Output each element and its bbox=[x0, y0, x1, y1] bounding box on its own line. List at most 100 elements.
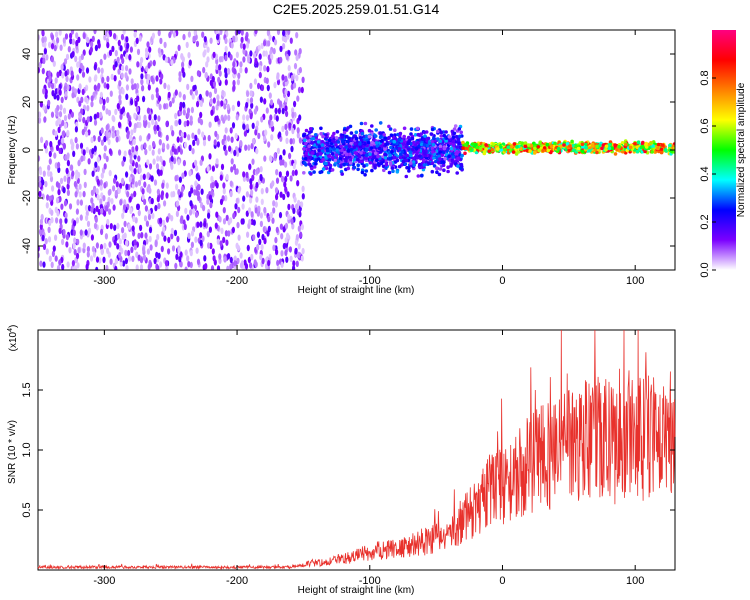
heat-cell bbox=[128, 68, 132, 75]
heat-cell bbox=[170, 163, 174, 170]
heat-cell bbox=[120, 33, 125, 41]
heat-cell bbox=[436, 137, 440, 141]
heat-cell bbox=[42, 57, 46, 64]
heat-cell bbox=[48, 219, 52, 227]
heat-cell bbox=[139, 264, 144, 270]
heat-cell bbox=[222, 207, 226, 214]
heat-cell bbox=[215, 30, 219, 36]
heat-cell bbox=[101, 76, 105, 84]
heat-cell bbox=[511, 150, 516, 154]
heat-cell bbox=[45, 54, 49, 61]
heat-cell bbox=[242, 195, 246, 202]
heat-cell bbox=[279, 191, 283, 198]
heat-cell bbox=[275, 226, 279, 234]
heat-cell bbox=[137, 114, 141, 122]
heat-cell bbox=[223, 256, 227, 263]
heat-cell bbox=[116, 56, 120, 64]
heat-cell bbox=[378, 121, 383, 125]
heat-cell bbox=[75, 39, 79, 47]
heat-cell bbox=[404, 174, 409, 179]
heat-cell bbox=[179, 251, 183, 258]
heat-cell bbox=[392, 155, 397, 160]
heat-cell bbox=[137, 179, 142, 187]
heat-cell bbox=[289, 37, 293, 44]
heat-cell bbox=[212, 51, 216, 59]
heat-cell bbox=[153, 179, 158, 186]
heat-cell bbox=[76, 238, 80, 246]
heat-cell bbox=[216, 99, 220, 107]
heat-cell bbox=[148, 144, 152, 152]
heat-cell bbox=[212, 255, 216, 262]
heat-cell bbox=[201, 31, 205, 38]
heat-cell bbox=[211, 182, 215, 189]
heat-cell bbox=[269, 114, 273, 121]
heat-cell bbox=[74, 173, 79, 181]
heat-cell bbox=[142, 173, 146, 180]
heat-cell bbox=[100, 67, 104, 75]
heat-cell bbox=[125, 84, 129, 91]
heat-cell bbox=[481, 144, 486, 148]
heat-cell bbox=[105, 155, 109, 163]
heat-cell bbox=[183, 223, 187, 230]
heat-cell bbox=[295, 54, 299, 61]
heat-cell bbox=[222, 218, 227, 225]
heat-cell bbox=[68, 203, 73, 210]
heat-cell bbox=[151, 32, 155, 39]
heat-cell bbox=[252, 219, 256, 226]
spectrogram-heatmap bbox=[38, 30, 675, 270]
heat-cell bbox=[260, 84, 265, 92]
heat-cell bbox=[99, 111, 103, 119]
heat-cell bbox=[211, 75, 215, 83]
snr-series-line bbox=[37, 329, 676, 571]
heat-cell bbox=[209, 98, 213, 105]
heat-cell bbox=[197, 184, 201, 191]
heat-cell bbox=[65, 233, 69, 241]
heat-cell bbox=[97, 42, 101, 49]
heat-cell bbox=[309, 129, 313, 134]
heat-cell bbox=[60, 63, 64, 71]
heat-cell bbox=[236, 150, 240, 157]
heat-cell bbox=[447, 135, 452, 139]
heat-cell bbox=[430, 169, 435, 174]
heat-cell bbox=[209, 201, 213, 209]
heat-cell bbox=[107, 132, 111, 139]
heat-cell bbox=[397, 164, 402, 169]
heat-cell bbox=[452, 127, 457, 131]
heat-cell bbox=[90, 189, 94, 196]
heat-cell bbox=[186, 107, 191, 114]
heat-cell bbox=[297, 86, 302, 94]
heat-cell bbox=[85, 67, 90, 74]
heat-cell bbox=[308, 155, 312, 160]
x-tick-label: -100 bbox=[359, 575, 381, 587]
heat-cell bbox=[377, 146, 382, 151]
heat-cell bbox=[170, 215, 174, 222]
heat-cell bbox=[406, 135, 411, 140]
heat-cell bbox=[234, 132, 238, 140]
heat-cell bbox=[542, 146, 547, 150]
heat-cell bbox=[423, 151, 427, 155]
heat-cell bbox=[87, 205, 92, 212]
heat-cell bbox=[38, 117, 42, 124]
heat-cell bbox=[102, 195, 106, 202]
heat-cell bbox=[189, 115, 193, 122]
heat-cell bbox=[247, 56, 251, 64]
heat-cell bbox=[287, 213, 291, 221]
heat-cell bbox=[140, 56, 144, 64]
heat-cell bbox=[125, 171, 129, 178]
heat-cell bbox=[162, 160, 166, 167]
heat-cell bbox=[257, 132, 261, 140]
heat-cell bbox=[571, 143, 575, 148]
heat-cell bbox=[194, 134, 198, 141]
heat-cell bbox=[121, 88, 125, 95]
heat-cell bbox=[58, 118, 62, 125]
heat-cell bbox=[183, 120, 187, 128]
heat-cell bbox=[391, 169, 395, 173]
y-tick-label: 1.5 bbox=[21, 382, 33, 397]
heat-cell bbox=[93, 119, 98, 126]
heat-cell bbox=[143, 198, 147, 205]
heat-cell bbox=[432, 136, 436, 140]
heat-cell bbox=[76, 74, 80, 81]
heat-cell bbox=[265, 107, 269, 114]
heat-cell bbox=[279, 223, 283, 230]
heat-cell bbox=[298, 211, 302, 218]
